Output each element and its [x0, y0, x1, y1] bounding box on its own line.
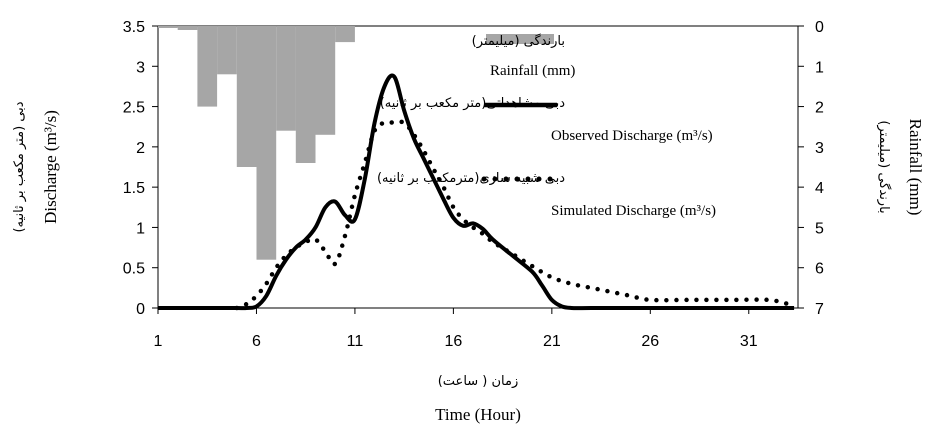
y2-tick-label: 2	[815, 100, 824, 117]
legend-simulated-en: Simulated Discharge (m³/s)	[551, 203, 716, 219]
x-tick-label: 21	[543, 333, 561, 350]
legend-rainfall-swatch	[486, 34, 554, 44]
x-axis-ticks: 1 6 11 16 21 26 31	[154, 308, 758, 350]
y-tick-label: 2.5	[123, 100, 145, 117]
legend-rainfall-fa: بارندگی (میلیمتر)	[472, 33, 565, 49]
y-tick-label: 3	[136, 59, 145, 76]
rainfall-bar	[276, 26, 296, 131]
rainfall-bar	[295, 26, 316, 163]
x-tick-label: 31	[740, 333, 758, 350]
y-tick-label: 2	[136, 140, 145, 157]
y-axis-title: Discharge (m³/s)	[41, 110, 60, 224]
y-tick-label: 1	[136, 220, 145, 237]
y2-tick-label: 3	[815, 140, 824, 157]
legend-rainfall-en: Rainfall (mm)	[490, 63, 575, 79]
rainfall-bar	[217, 26, 237, 75]
y-axis-title-fa: دبی (متر مکعب بر ثانیه)	[12, 101, 27, 232]
rainfall-bar	[197, 26, 218, 107]
rainfall-bar	[315, 26, 336, 135]
discharge-lines	[157, 73, 795, 311]
y2-tick-label: 7	[815, 301, 824, 318]
rainfall-bar	[158, 26, 178, 28]
y2-axis-title: Rainfall (mm)	[906, 119, 925, 216]
plot-area	[157, 25, 799, 309]
rainfall-bar	[177, 26, 198, 30]
y2-tick-label: 6	[815, 261, 824, 278]
legend-observed-fa: دبی مشاهداتی(متر مکعب بر ثانیه)	[380, 96, 566, 111]
y2-tick-label: 0	[815, 19, 824, 36]
left-axis-ticks: 0 0.5 1 1.5 2 2.5 3 3.5	[123, 19, 158, 318]
legend-simulated-fa: دبی شبیه سازی(مترمکعب بر ثانیه)	[377, 171, 565, 186]
rainfall-bars	[158, 26, 355, 260]
y2-tick-label: 1	[815, 59, 824, 76]
legend-observed-en: Observed Discharge (m³/s)	[551, 128, 713, 144]
y2-tick-label: 5	[815, 220, 824, 237]
rainfall-bar	[256, 26, 277, 260]
y-tick-label: 0	[136, 301, 145, 318]
x-tick-label: 26	[641, 333, 659, 350]
observed-discharge-line	[157, 73, 795, 311]
rainfall-bar	[335, 26, 355, 43]
x-tick-label: 11	[347, 333, 364, 350]
y2-axis-title-fa: بارندگی (میلیمتر)	[876, 120, 892, 213]
x-tick-label: 1	[154, 333, 163, 350]
x-tick-label: 16	[444, 333, 462, 350]
x-axis-title-fa: زمان ( ساعت)	[438, 374, 519, 389]
rainfall-bar	[236, 26, 257, 167]
x-tick-label: 6	[252, 333, 261, 350]
y-tick-label: 1.5	[123, 180, 145, 197]
right-axis-ticks: 0 1 2 3 4 5 6 7	[798, 19, 824, 318]
x-axis-title: Time (Hour)	[435, 405, 521, 424]
y2-tick-label: 4	[815, 180, 824, 197]
legend: بارندگی (میلیمتر) Rainfall (mm) دبی مشاه…	[377, 33, 716, 219]
y-tick-label: 3.5	[123, 19, 145, 36]
y-tick-label: 0.5	[123, 261, 145, 278]
